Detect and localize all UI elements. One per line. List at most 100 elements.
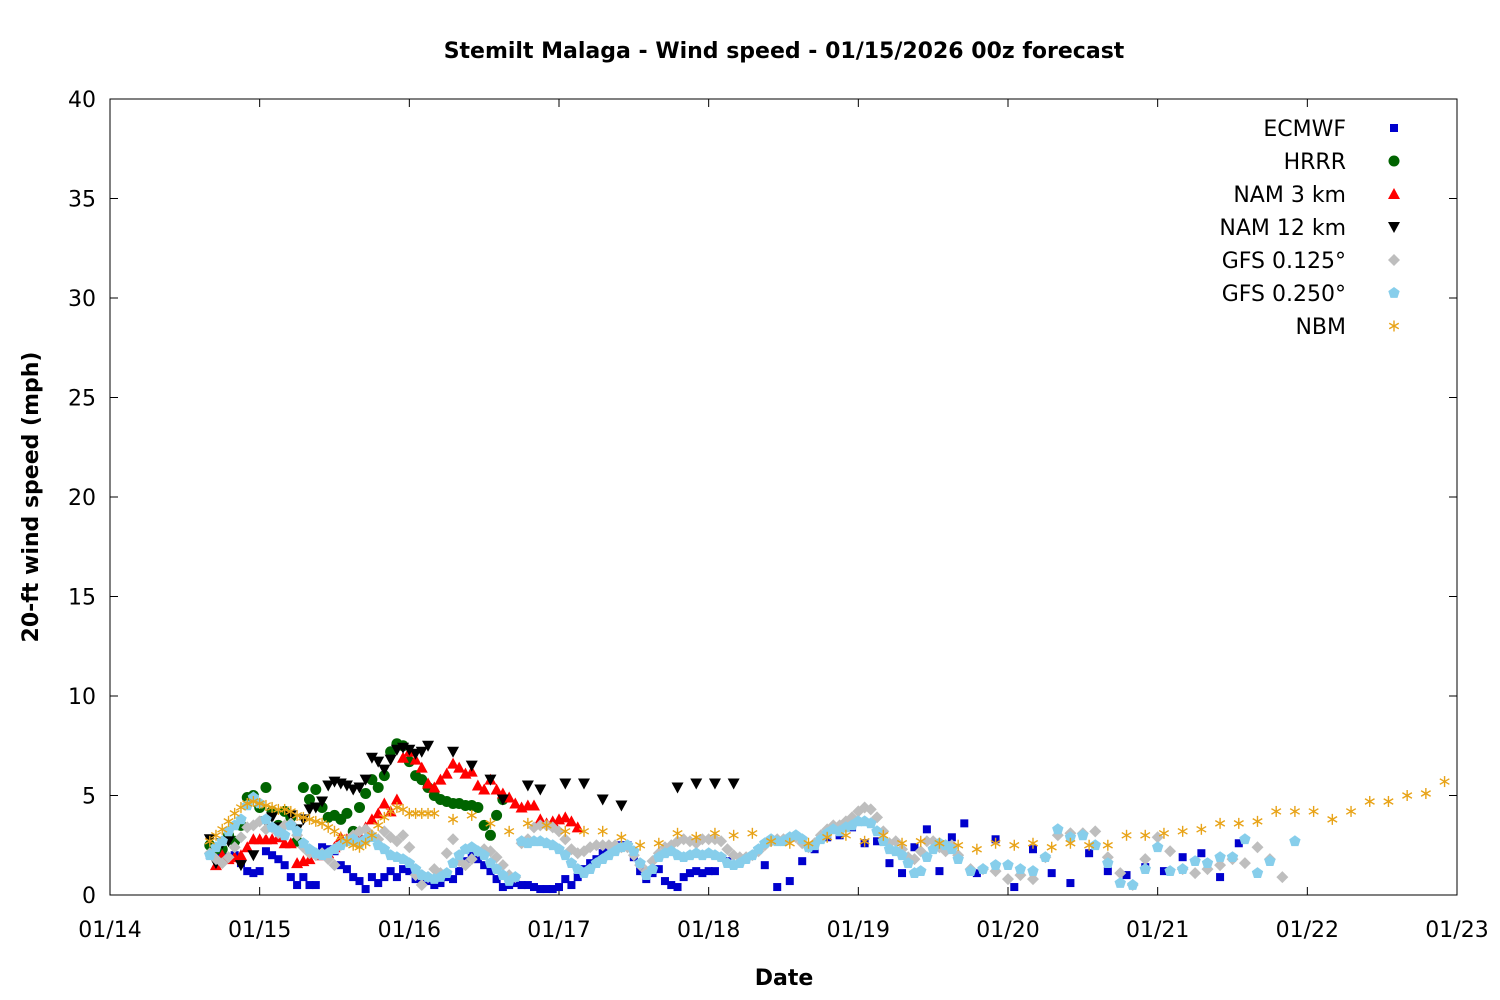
data-point-gfs-0-250 bbox=[1177, 863, 1189, 874]
data-point-nbm bbox=[360, 837, 371, 849]
data-point-gfs-0-250 bbox=[902, 857, 914, 868]
data-point-nbm bbox=[504, 825, 515, 837]
data-point-nam-12-km bbox=[316, 796, 329, 808]
data-point-hrrr bbox=[353, 801, 365, 813]
data-point-nam-12-km bbox=[496, 794, 509, 806]
data-point-nbm bbox=[210, 829, 222, 841]
data-point-ecmwf bbox=[293, 881, 302, 890]
legend-marker-nam-12-km bbox=[1388, 222, 1400, 233]
data-point-gfs-0-250 bbox=[1114, 877, 1126, 888]
data-point-hrrr bbox=[484, 829, 496, 841]
data-point-gfs-0-250 bbox=[964, 865, 977, 876]
y-tick-label: 30 bbox=[68, 287, 96, 312]
data-point-ecmwf bbox=[785, 877, 794, 886]
data-point-ecmwf bbox=[405, 867, 414, 876]
data-point-gfs-0-125 bbox=[1189, 867, 1202, 880]
axis-ticks: 01/14 01/15 01/16 01/17 01/18 01/19 01/20 01/21… bbox=[68, 88, 1489, 943]
data-point-ecmwf bbox=[679, 873, 688, 882]
data-point-nbm bbox=[348, 839, 359, 851]
data-point-gfs-0-125 bbox=[234, 831, 247, 844]
data-point-nam-12-km bbox=[309, 802, 322, 814]
data-point-nbm bbox=[1271, 805, 1282, 817]
data-point-ecmwf bbox=[430, 881, 439, 890]
x-tick-label: 01/14 bbox=[78, 918, 141, 943]
data-point-nbm bbox=[204, 835, 215, 847]
data-point-nbm bbox=[298, 811, 309, 823]
data-point-nbm bbox=[1084, 839, 1095, 851]
data-point-nbm bbox=[373, 819, 384, 831]
data-point-nam-12-km bbox=[322, 780, 335, 792]
data-point-nam-3-km bbox=[241, 841, 254, 853]
data-point-nam-12-km bbox=[340, 780, 353, 792]
data-point-nbm bbox=[254, 797, 265, 809]
data-point-nam-3-km bbox=[365, 813, 378, 825]
data-point-nbm bbox=[616, 831, 627, 843]
data-point-gfs-0-250 bbox=[478, 849, 490, 861]
data-point-gfs-0-125 bbox=[415, 879, 428, 892]
data-point-gfs-0-250 bbox=[497, 869, 509, 880]
data-point-ecmwf bbox=[336, 861, 345, 870]
data-point-ecmwf bbox=[299, 873, 308, 882]
legend-marker-hrrr bbox=[1388, 155, 1400, 167]
data-point-gfs-0-125 bbox=[702, 833, 715, 846]
data-point-gfs-0-125 bbox=[1114, 867, 1127, 880]
data-point-ecmwf bbox=[885, 859, 894, 868]
data-point-nam-3-km bbox=[528, 799, 541, 811]
data-point-nbm bbox=[953, 839, 964, 851]
data-point-hrrr bbox=[341, 807, 353, 819]
data-point-nam-3-km bbox=[447, 757, 460, 769]
legend-label-nbm: NBM bbox=[1295, 315, 1346, 340]
data-point-nbm bbox=[1233, 817, 1244, 829]
data-point-ecmwf bbox=[935, 867, 944, 876]
data-point-ecmwf bbox=[1103, 867, 1112, 876]
data-point-gfs-0-250 bbox=[952, 853, 964, 864]
data-point-nbm bbox=[329, 825, 340, 837]
data-point-nam-3-km bbox=[490, 783, 503, 795]
data-point-gfs-0-250 bbox=[1152, 841, 1164, 853]
data-point-nam-12-km bbox=[671, 782, 684, 794]
data-point-nam-3-km bbox=[234, 849, 247, 861]
data-point-gfs-0-125 bbox=[715, 835, 728, 848]
data-point-ecmwf bbox=[355, 877, 364, 886]
data-point-nbm bbox=[1196, 823, 1207, 835]
data-point-gfs-0-250 bbox=[715, 851, 727, 862]
data-point-nam-12-km bbox=[422, 740, 435, 752]
data-point-nbm bbox=[728, 829, 739, 841]
data-point-gfs-0-250 bbox=[1064, 831, 1077, 843]
data-point-gfs-0-125 bbox=[1139, 853, 1152, 866]
data-point-gfs-0-125 bbox=[447, 833, 460, 846]
data-point-hrrr bbox=[304, 793, 316, 805]
data-point-ecmwf bbox=[261, 847, 270, 856]
data-point-ecmwf bbox=[473, 855, 482, 864]
data-point-gfs-0-250 bbox=[559, 849, 571, 861]
data-point-ecmwf bbox=[1197, 849, 1206, 858]
data-point-ecmwf bbox=[660, 877, 669, 886]
data-point-ecmwf bbox=[698, 869, 707, 878]
data-point-gfs-0-125 bbox=[559, 833, 572, 846]
data-point-ecmwf bbox=[517, 881, 526, 890]
data-point-nam-12-km bbox=[465, 760, 478, 772]
legend-marker-ecmwf bbox=[1390, 124, 1398, 132]
data-point-ecmwf bbox=[873, 837, 882, 846]
data-point-gfs-0-125 bbox=[721, 843, 734, 856]
data-point-gfs-0-250 bbox=[1226, 851, 1239, 862]
data-point-nam-12-km bbox=[615, 800, 628, 812]
data-point-gfs-0-125 bbox=[228, 841, 241, 854]
data-point-nbm bbox=[223, 815, 234, 827]
data-point-nam-3-km bbox=[559, 811, 572, 823]
data-point-ecmwf bbox=[249, 869, 258, 878]
data-point-nbm bbox=[304, 813, 315, 825]
data-point-nam-12-km bbox=[534, 784, 547, 796]
data-point-nam-3-km bbox=[428, 781, 441, 793]
data-point-nbm bbox=[765, 835, 777, 847]
y-axis-title: 20-ft wind speed (mph) bbox=[19, 352, 44, 643]
data-point-nam-12-km bbox=[690, 778, 703, 790]
data-point-gfs-0-125 bbox=[534, 819, 547, 832]
data-point-ecmwf bbox=[255, 867, 264, 876]
data-point-hrrr bbox=[360, 788, 372, 800]
data-point-nbm bbox=[242, 797, 253, 809]
data-point-gfs-0-250 bbox=[484, 857, 497, 868]
data-point-nbm bbox=[747, 827, 758, 839]
data-point-nbm bbox=[466, 809, 477, 821]
